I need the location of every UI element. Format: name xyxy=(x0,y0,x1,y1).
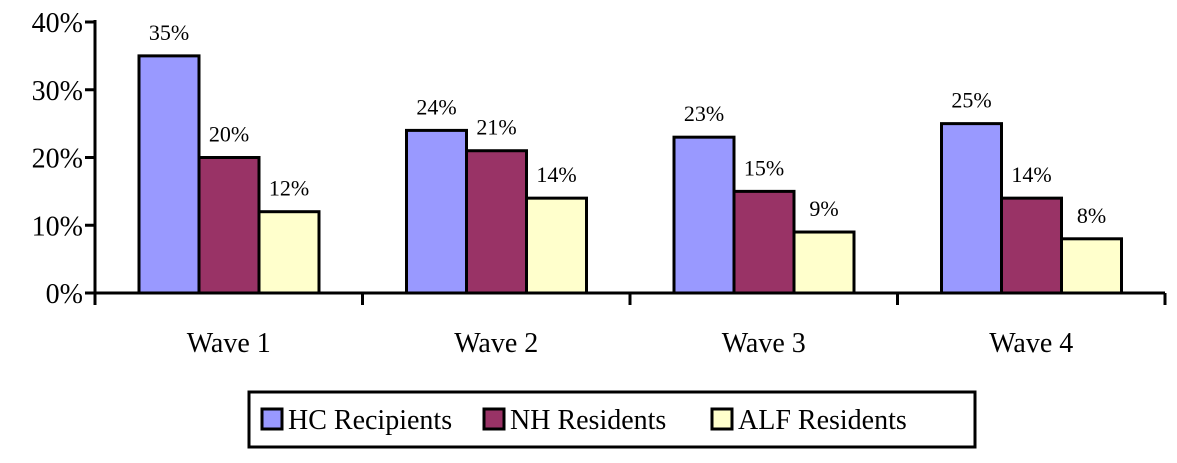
x-tick-label: Wave 2 xyxy=(454,328,538,359)
legend xyxy=(247,390,977,449)
data-label: 24% xyxy=(416,94,456,119)
bar-nh-residents xyxy=(197,156,261,295)
data-label: 14% xyxy=(536,162,576,187)
data-label: 21% xyxy=(476,115,516,140)
data-label: 23% xyxy=(684,101,724,126)
bar-alf-residents xyxy=(792,230,856,295)
x-tick-label: Wave 4 xyxy=(989,328,1073,359)
x-tick-label: Wave 1 xyxy=(187,328,271,359)
data-label: 14% xyxy=(1011,162,1051,187)
data-label: 25% xyxy=(951,88,991,113)
bar-alf-residents xyxy=(525,196,588,295)
data-label: 35% xyxy=(149,20,189,45)
bar-alf-residents xyxy=(257,210,321,295)
legend-label: NH Residents xyxy=(510,405,666,436)
bar-alf-residents xyxy=(1060,237,1123,295)
data-label: 8% xyxy=(1077,203,1106,228)
y-tick-label: 10% xyxy=(32,211,83,242)
bar-nh-residents xyxy=(732,189,796,295)
bar-hc-recipients xyxy=(672,135,736,295)
y-tick-label: 40% xyxy=(32,8,83,39)
legend-swatch xyxy=(710,407,734,431)
y-tick-label: 0% xyxy=(46,279,83,310)
bar-hc-recipients xyxy=(940,122,1003,295)
legend-label: HC Recipients xyxy=(288,405,452,436)
x-tick-label: Wave 3 xyxy=(722,328,806,359)
y-tick-label: 30% xyxy=(32,76,83,107)
y-tick-label: 20% xyxy=(32,144,83,175)
bar-nh-residents xyxy=(465,149,528,295)
legend-swatch xyxy=(482,407,506,431)
legend-swatch xyxy=(260,407,284,431)
data-label: 20% xyxy=(209,122,249,147)
bar-hc-recipients xyxy=(405,128,468,295)
bar-nh-residents xyxy=(1000,196,1063,295)
data-label: 12% xyxy=(269,176,309,201)
data-label: 9% xyxy=(809,196,838,221)
bar-hc-recipients xyxy=(137,54,201,295)
legend-label: ALF Residents xyxy=(738,405,907,436)
data-label: 15% xyxy=(744,155,784,180)
